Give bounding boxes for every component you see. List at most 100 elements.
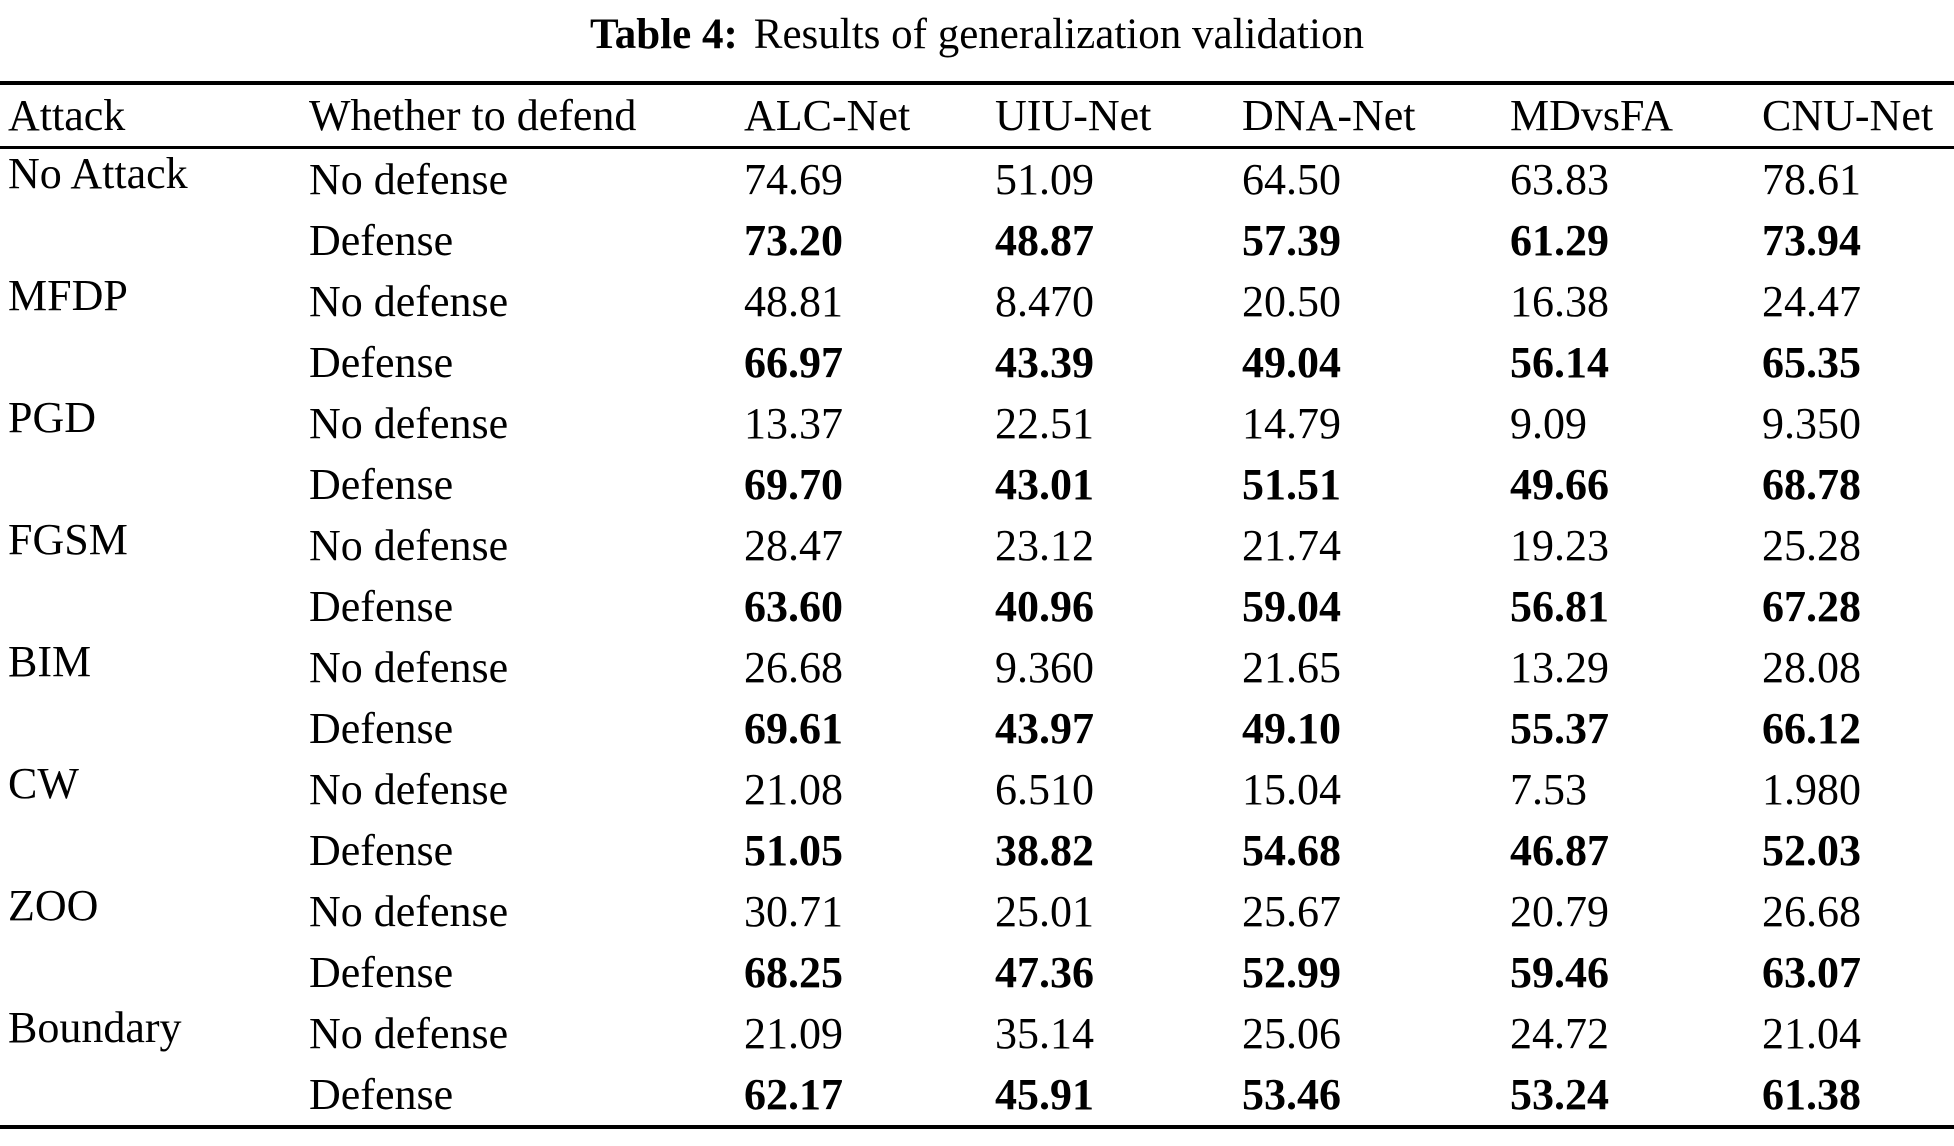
cell-value: 43.39 xyxy=(995,338,1094,387)
table-row: Defense 68.25 47.36 52.99 59.46 63.07 xyxy=(0,942,1954,1003)
cell-value: 53.24 xyxy=(1510,1070,1609,1119)
table-row: No Attack No defense 74.69 51.09 64.50 6… xyxy=(0,148,1954,211)
cell-value: 66.12 xyxy=(1762,704,1861,753)
cell-defend: Defense xyxy=(309,216,454,265)
cell-defend: Defense xyxy=(309,948,454,997)
cell-value: 35.14 xyxy=(995,1009,1094,1058)
cell-defend: Defense xyxy=(309,460,454,509)
cell-defend: No defense xyxy=(309,765,509,814)
cell-value: 69.70 xyxy=(744,460,843,509)
cell-value: 57.39 xyxy=(1242,216,1341,265)
cell-defend: No defense xyxy=(309,399,509,448)
cell-value: 45.91 xyxy=(995,1070,1094,1119)
cell-defend: Defense xyxy=(309,1070,454,1119)
cell-value: 21.09 xyxy=(744,1009,843,1058)
cell-value: 68.78 xyxy=(1762,460,1861,509)
table-row: ZOO No defense 30.71 25.01 25.67 20.79 2… xyxy=(0,881,1954,942)
cell-value: 46.87 xyxy=(1510,826,1609,875)
cell-value: 48.87 xyxy=(995,216,1094,265)
cell-value: 24.47 xyxy=(1762,277,1861,326)
table-row: BIM No defense 26.68 9.360 21.65 13.29 2… xyxy=(0,637,1954,698)
cell-value: 7.53 xyxy=(1510,765,1587,814)
cell-value: 51.05 xyxy=(744,826,843,875)
cell-attack xyxy=(0,576,301,637)
cell-value: 13.29 xyxy=(1510,643,1609,692)
cell-value: 66.97 xyxy=(744,338,843,387)
cell-value: 61.38 xyxy=(1762,1070,1861,1119)
cell-defend: Defense xyxy=(309,704,454,753)
cell-value: 62.17 xyxy=(744,1070,843,1119)
table-row: Defense 69.70 43.01 51.51 49.66 68.78 xyxy=(0,454,1954,515)
cell-value: 49.04 xyxy=(1242,338,1341,387)
cell-value: 73.20 xyxy=(744,216,843,265)
cell-value: 21.65 xyxy=(1242,643,1341,692)
cell-value: 28.08 xyxy=(1762,643,1861,692)
cell-value: 21.74 xyxy=(1242,521,1341,570)
cell-value: 30.71 xyxy=(744,887,843,936)
cell-value: 9.350 xyxy=(1762,399,1861,448)
cell-attack: CW xyxy=(8,759,79,808)
cell-value: 20.50 xyxy=(1242,277,1341,326)
table-row: Defense 73.20 48.87 57.39 61.29 73.94 xyxy=(0,210,1954,271)
cell-value: 63.60 xyxy=(744,582,843,631)
cell-attack: MFDP xyxy=(8,271,128,320)
cell-value: 21.08 xyxy=(744,765,843,814)
cell-value: 47.36 xyxy=(995,948,1094,997)
cell-value: 56.14 xyxy=(1510,338,1609,387)
cell-defend: No defense xyxy=(309,277,509,326)
cell-value: 15.04 xyxy=(1242,765,1341,814)
table-row: Boundary No defense 21.09 35.14 25.06 24… xyxy=(0,1003,1954,1064)
cell-attack: ZOO xyxy=(8,881,99,930)
cell-value: 23.12 xyxy=(995,521,1094,570)
cell-attack xyxy=(0,820,301,881)
cell-value: 56.81 xyxy=(1510,582,1609,631)
cell-attack: No Attack xyxy=(8,149,188,198)
results-table: Attack Whether to defend ALC-Net UIU-Net… xyxy=(0,81,1954,1129)
cell-value: 51.09 xyxy=(995,155,1094,204)
cell-value: 48.81 xyxy=(744,277,843,326)
table-row: Defense 66.97 43.39 49.04 56.14 65.35 xyxy=(0,332,1954,393)
col-header-dna-net: DNA-Net xyxy=(1242,91,1416,140)
cell-value: 25.06 xyxy=(1242,1009,1341,1058)
table-caption-text: Results of generalization validation xyxy=(753,11,1364,58)
cell-defend: No defense xyxy=(309,643,509,692)
cell-value: 65.35 xyxy=(1762,338,1861,387)
cell-value: 55.37 xyxy=(1510,704,1609,753)
cell-attack: BIM xyxy=(8,637,92,686)
cell-value: 6.510 xyxy=(995,765,1094,814)
table-row: Defense 62.17 45.91 53.46 53.24 61.38 xyxy=(0,1064,1954,1127)
cell-attack xyxy=(0,942,301,1003)
cell-value: 49.10 xyxy=(1242,704,1341,753)
cell-value: 59.46 xyxy=(1510,948,1609,997)
col-header-cnu-net: CNU-Net xyxy=(1762,91,1934,140)
col-header-mdvsfa: MDvsFA xyxy=(1510,91,1674,140)
header-row: Attack Whether to defend ALC-Net UIU-Net… xyxy=(0,83,1954,148)
cell-value: 59.04 xyxy=(1242,582,1341,631)
cell-value: 74.69 xyxy=(744,155,843,204)
cell-attack: Boundary xyxy=(8,1003,182,1052)
cell-value: 22.51 xyxy=(995,399,1094,448)
cell-defend: Defense xyxy=(309,826,454,875)
cell-value: 13.37 xyxy=(744,399,843,448)
cell-value: 51.51 xyxy=(1242,460,1341,509)
table-row: FGSM No defense 28.47 23.12 21.74 19.23 … xyxy=(0,515,1954,576)
cell-value: 9.360 xyxy=(995,643,1094,692)
cell-value: 73.94 xyxy=(1762,216,1861,265)
cell-value: 24.72 xyxy=(1510,1009,1609,1058)
col-header-defend: Whether to defend xyxy=(309,91,637,140)
cell-defend: Defense xyxy=(309,338,454,387)
table-row: PGD No defense 13.37 22.51 14.79 9.09 9.… xyxy=(0,393,1954,454)
table-row: MFDP No defense 48.81 8.470 20.50 16.38 … xyxy=(0,271,1954,332)
cell-value: 8.470 xyxy=(995,277,1094,326)
col-header-alc-net: ALC-Net xyxy=(744,91,911,140)
cell-value: 21.04 xyxy=(1762,1009,1861,1058)
cell-value: 20.79 xyxy=(1510,887,1609,936)
cell-value: 28.47 xyxy=(744,521,843,570)
cell-defend: Defense xyxy=(309,582,454,631)
cell-value: 78.61 xyxy=(1762,155,1861,204)
col-header-uiu-net: UIU-Net xyxy=(995,91,1152,140)
cell-value: 64.50 xyxy=(1242,155,1341,204)
cell-attack xyxy=(0,454,301,515)
cell-value: 9.09 xyxy=(1510,399,1587,448)
